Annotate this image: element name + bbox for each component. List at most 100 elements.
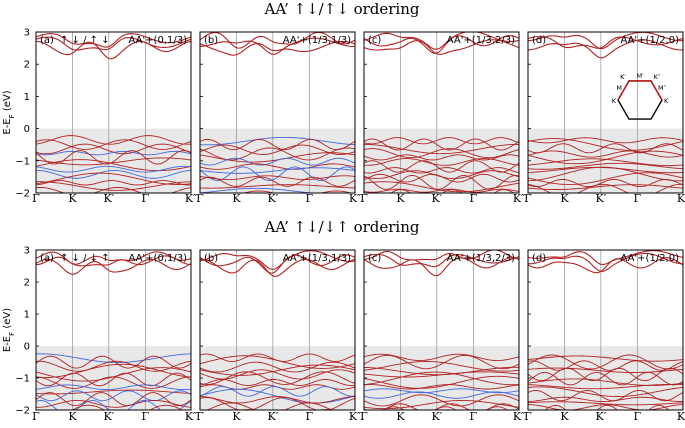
conduction-band-line bbox=[36, 36, 191, 51]
spin-up-band-line bbox=[364, 158, 519, 166]
spin-up-band-line bbox=[364, 375, 519, 389]
band-lines bbox=[364, 32, 519, 193]
y-tick-label: 3 bbox=[24, 28, 30, 39]
spin-up-band-line bbox=[200, 176, 355, 187]
spin-up-band-line bbox=[528, 150, 683, 158]
y-axis-label: E-EF (eV) bbox=[2, 308, 16, 352]
spin-up-band-line bbox=[36, 389, 191, 395]
panel-spins: ↑ ↓ / ↓ ↑ bbox=[60, 253, 110, 264]
k-point-label: Γ bbox=[196, 410, 204, 423]
spin-up-band-line bbox=[528, 138, 683, 151]
conduction-band-line bbox=[200, 37, 355, 55]
conduction-band-line bbox=[36, 40, 191, 60]
panel-letter: (b) bbox=[204, 253, 218, 264]
conduction-band-line bbox=[200, 258, 355, 277]
spin-up-band-line bbox=[544, 404, 670, 410]
panel-frame bbox=[199, 249, 356, 411]
band-lines bbox=[200, 250, 355, 410]
k-point-label: K bbox=[68, 410, 77, 423]
spin-up-band-line bbox=[364, 137, 519, 145]
conduction-band-line bbox=[200, 250, 355, 270]
spin-up-band-line bbox=[528, 396, 683, 403]
spin-up-band-line bbox=[528, 158, 683, 167]
panel-letter: (a) bbox=[40, 35, 54, 46]
spin-up-band-line bbox=[36, 159, 191, 172]
spin-up-band-line bbox=[36, 172, 191, 185]
spin-up-band-line bbox=[528, 172, 683, 186]
k-point-label: K bbox=[232, 192, 241, 205]
spin-up-band-line bbox=[36, 372, 191, 387]
spin-up-band-line bbox=[364, 160, 519, 173]
y-tick-label: −2 bbox=[15, 189, 30, 200]
spin-up-band-line bbox=[364, 173, 519, 183]
spin-up-band-line bbox=[364, 400, 519, 410]
spin-up-band-line bbox=[364, 353, 519, 361]
y-tick-label: 1 bbox=[24, 310, 30, 321]
k-point-label: K bbox=[396, 192, 405, 205]
k-point-label: K bbox=[560, 410, 569, 423]
conduction-band-line bbox=[200, 32, 355, 49]
spin-up-band-line bbox=[528, 143, 683, 154]
spin-up-band-line bbox=[36, 376, 191, 389]
spin-up-band-line bbox=[200, 371, 355, 385]
spin-up-band-line bbox=[36, 399, 191, 408]
k-point-label: K′ bbox=[103, 410, 114, 423]
conduction-band-line bbox=[36, 251, 191, 265]
band-panel: (c) AA'+(1/3,2/3) Γ K K′ Γ K″ bbox=[360, 31, 525, 205]
conduction-band-line bbox=[528, 257, 683, 274]
k-point-label: Γ bbox=[32, 410, 40, 423]
spin-up-band-line bbox=[36, 180, 191, 186]
inset-point-label: M″ bbox=[658, 84, 667, 92]
spin-up-band-line bbox=[364, 361, 519, 372]
k-point-label: K″ bbox=[185, 410, 197, 423]
spin-up-band-line bbox=[200, 355, 355, 369]
k-point-label: K″ bbox=[677, 410, 685, 423]
figure-row-2: AA’ ↑↓/↓↑ ordering E-EF (eV) 3 2 1 0 −1 −2 (a) ↑ … bbox=[2, 218, 685, 423]
spin-up-band-line bbox=[528, 166, 683, 182]
conduction-band-line bbox=[528, 250, 683, 266]
figure-row-1: AA’ ↑↓/↑↓ ordering E-EF (eV) 3 2 1 0 −1 −2 (a) ↑ … bbox=[2, 0, 685, 205]
k-point-label: Γ bbox=[360, 410, 368, 423]
spin-up-band-line bbox=[36, 135, 191, 145]
spin-up-band-line bbox=[528, 360, 683, 371]
spin-up-band-line bbox=[200, 379, 355, 386]
panel-frame bbox=[35, 31, 192, 194]
spin-up-band-line bbox=[200, 184, 355, 189]
spin-up-band-line bbox=[528, 137, 683, 144]
spin-up-band-line bbox=[200, 163, 355, 170]
panel-letter: (c) bbox=[368, 35, 381, 46]
inset-point-label: M bbox=[616, 84, 622, 92]
inset-point-label: M′ bbox=[636, 72, 644, 80]
panel-frame bbox=[527, 249, 684, 411]
conduction-band-line bbox=[528, 32, 683, 50]
spin-up-band-line bbox=[364, 167, 519, 174]
k-point-label: Γ bbox=[469, 410, 477, 423]
spin-up-band-line bbox=[364, 384, 519, 390]
spin-up-band-line bbox=[528, 183, 683, 193]
k-point-label: Γ bbox=[524, 192, 532, 205]
band-lines bbox=[528, 250, 683, 410]
spin-up-band-line bbox=[71, 404, 183, 410]
spin-up-band-line bbox=[364, 394, 519, 407]
k-point-label: K′ bbox=[595, 192, 606, 205]
k-point-label: K′ bbox=[267, 410, 278, 423]
row-title: AA’ ↑↓/↑↓ ordering bbox=[263, 0, 419, 18]
row-title: AA’ ↑↓/↓↑ ordering bbox=[263, 218, 419, 236]
band-lines bbox=[528, 32, 683, 193]
y-tick-label: 2 bbox=[24, 278, 30, 289]
k-point-label: K′ bbox=[431, 410, 442, 423]
panel-letter: (b) bbox=[204, 35, 218, 46]
spin-down-band-line bbox=[36, 390, 191, 402]
conduction-band-line bbox=[36, 258, 191, 275]
band-panel: (d) AA'+(1/2,0) Γ K K′ Γ K″ K′ M′ K″ M M″ K K bbox=[524, 31, 685, 205]
spin-up-band-line bbox=[528, 404, 683, 410]
k-point-label: K″ bbox=[349, 192, 361, 205]
spin-up-band-line bbox=[528, 401, 683, 406]
conduction-band-line bbox=[364, 257, 519, 277]
spin-up-band-line bbox=[364, 138, 519, 151]
conduction-band-line bbox=[364, 253, 519, 268]
panel-config: AA'+(1/2,0) bbox=[620, 35, 679, 46]
spin-up-band-line bbox=[200, 361, 355, 373]
band-lines bbox=[36, 33, 191, 193]
